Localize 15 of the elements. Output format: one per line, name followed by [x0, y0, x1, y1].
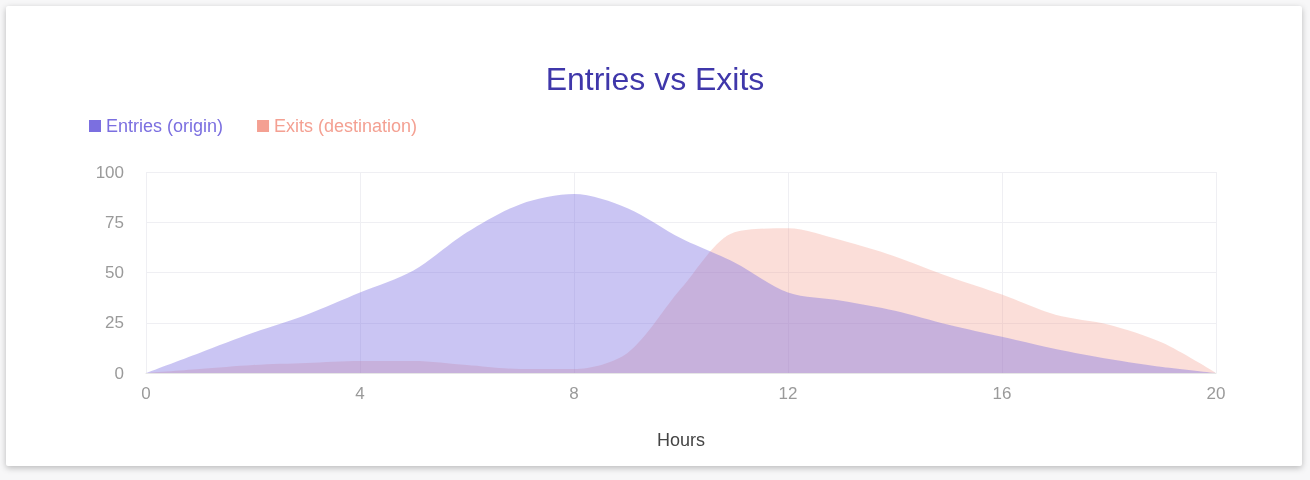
- y-tick-label: 50: [105, 263, 124, 282]
- y-tick-label: 25: [105, 313, 124, 333]
- x-tick-label: 8: [569, 384, 579, 403]
- y-tick-label: 0: [114, 363, 124, 383]
- x-tick-label: 12: [778, 384, 798, 403]
- x-axis-title: Hours: [656, 430, 706, 450]
- y-tick-label: 75: [105, 212, 124, 232]
- x-tick-label: 16: [992, 384, 1012, 403]
- chart-title: Entries vs Exits: [545, 61, 765, 97]
- y-tick-label: 100: [95, 162, 124, 182]
- x-tick-label: 0: [141, 384, 151, 403]
- x-tick-label: 4: [355, 384, 365, 403]
- legend-label: Entries (origin): [106, 116, 224, 136]
- legend-label: Exits (destination): [274, 116, 418, 136]
- x-tick-label: 20: [1206, 384, 1226, 403]
